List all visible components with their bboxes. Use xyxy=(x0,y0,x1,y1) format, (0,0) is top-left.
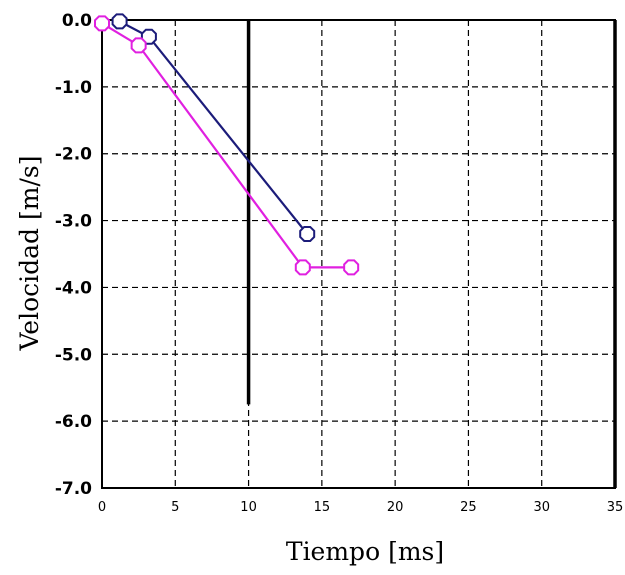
y-tick-label: -2.0 xyxy=(55,145,92,165)
x-tick-label: 5 xyxy=(171,500,179,515)
x-tick-label: 0 xyxy=(98,500,106,515)
data-point xyxy=(130,37,147,54)
reference-lines xyxy=(246,20,617,488)
series-line xyxy=(101,22,352,269)
x-tick-label: 30 xyxy=(533,500,550,515)
y-axis-label: Velocidad [m/s] xyxy=(15,156,44,352)
y-tick-label: -6.0 xyxy=(55,412,92,432)
x-axis-label: Tiempo [ms] xyxy=(286,537,444,566)
y-tick-label: -1.0 xyxy=(55,78,92,98)
x-tick-label: 10 xyxy=(240,500,257,515)
data-point xyxy=(94,15,110,32)
grid xyxy=(102,20,615,488)
series-layer xyxy=(94,13,360,276)
y-tick-label: 0.0 xyxy=(62,11,92,31)
data-point xyxy=(111,13,128,30)
x-tick-label: 20 xyxy=(387,500,404,515)
y-tick-label: -4.0 xyxy=(55,278,92,298)
data-point xyxy=(294,259,311,276)
data-point xyxy=(343,259,360,276)
x-ticks: 0 5 10 15 20 25 30 35 xyxy=(98,500,623,515)
data-point xyxy=(299,225,316,242)
plot-area xyxy=(94,13,617,489)
data-point xyxy=(140,28,157,45)
x-tick-label: 35 xyxy=(607,500,624,515)
y-tick-label: -7.0 xyxy=(55,479,92,499)
x-tick-label: 25 xyxy=(460,500,477,515)
y-tick-label: -5.0 xyxy=(55,345,92,365)
series-line xyxy=(119,20,309,235)
y-tick-label: -3.0 xyxy=(55,212,92,232)
series-1 xyxy=(111,13,316,242)
y-ticks: 0.0 -1.0 -2.0 -3.0 -4.0 -5.0 -6.0 -7.0 xyxy=(55,11,92,499)
x-tick-label: 15 xyxy=(314,500,331,515)
series-2 xyxy=(94,15,360,276)
plot-frame xyxy=(101,19,616,489)
